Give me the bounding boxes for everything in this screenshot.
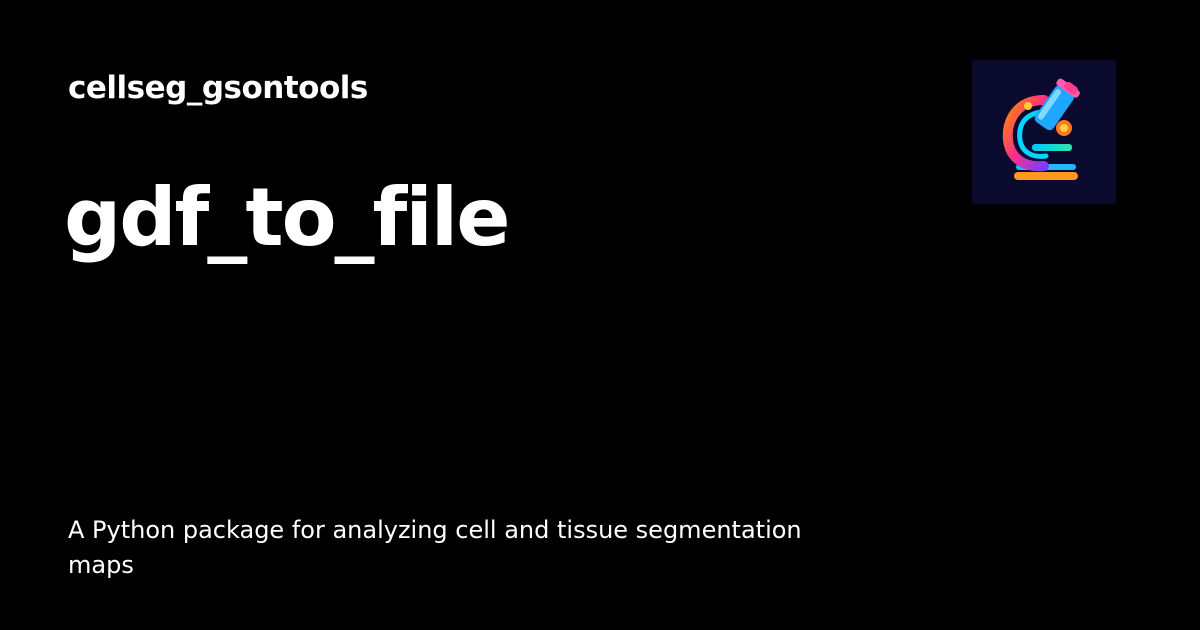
page-description: A Python package for analyzing cell and … (68, 516, 802, 579)
page-title: gdf_to_file (64, 171, 510, 264)
logo (972, 60, 1116, 204)
microscope-icon (1002, 78, 1080, 180)
site-name: cellseg_gsontools (68, 70, 368, 106)
